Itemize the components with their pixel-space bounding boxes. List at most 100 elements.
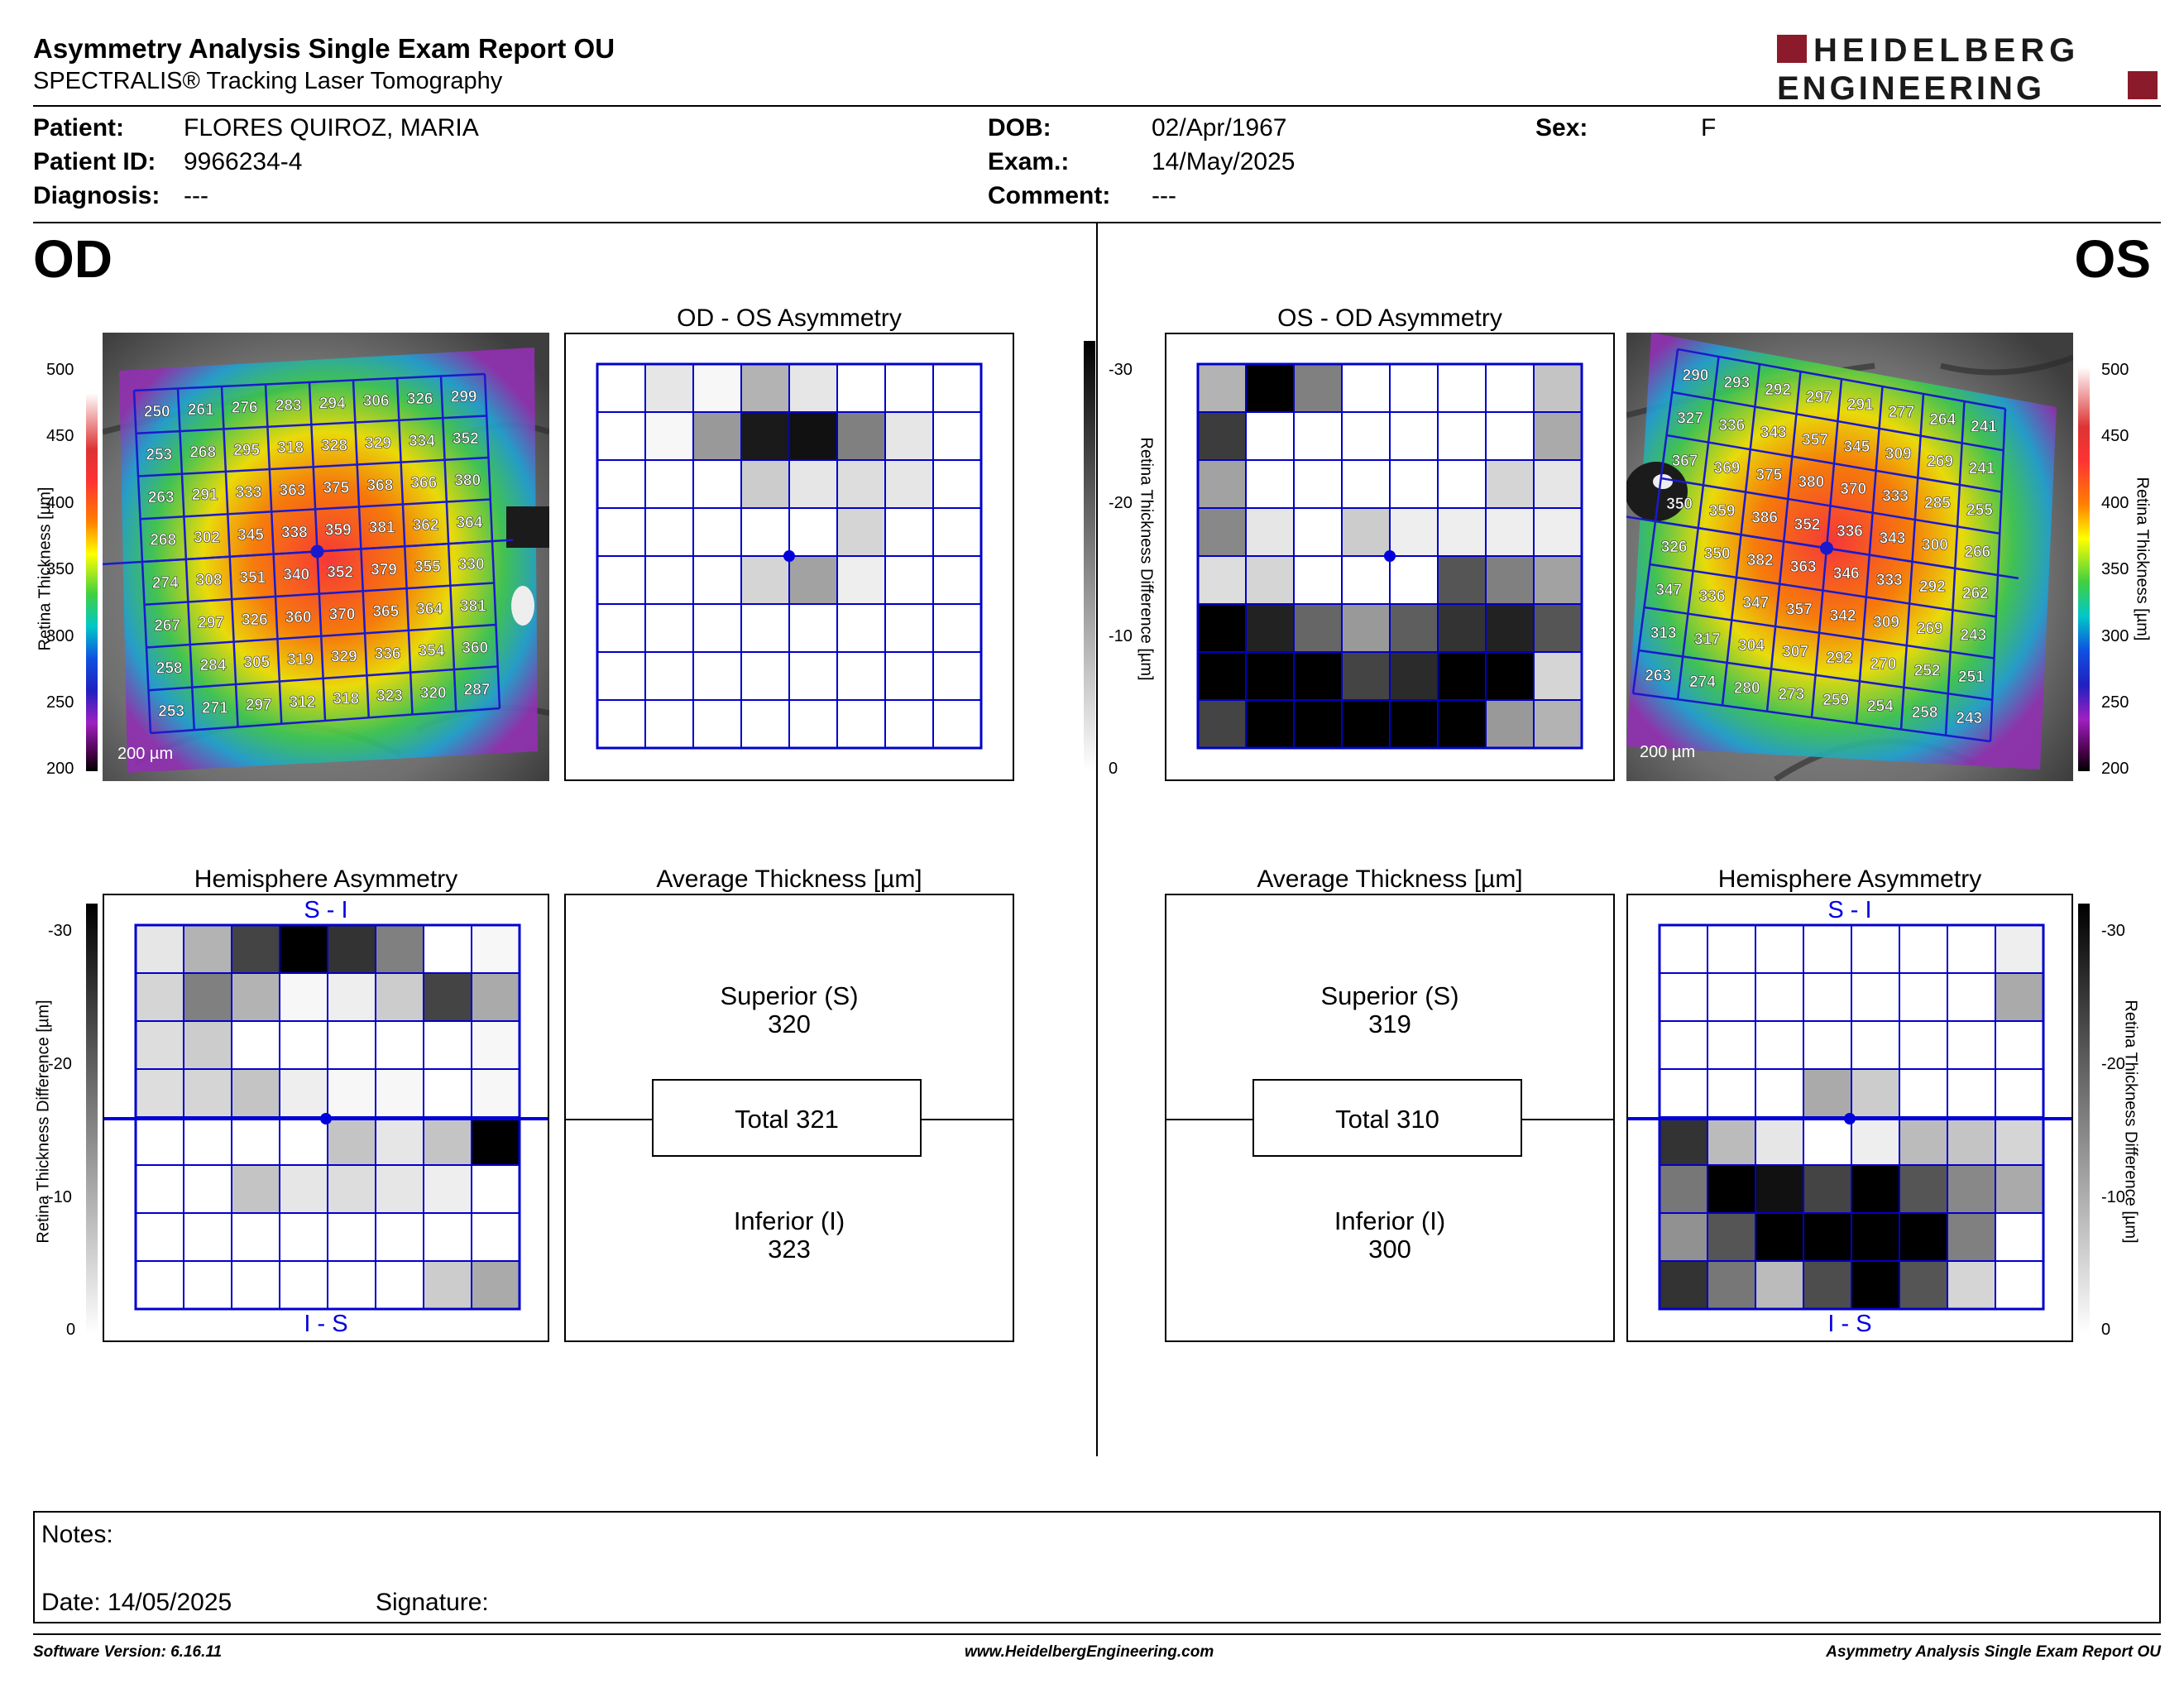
od-hemi-cell	[231, 1068, 280, 1118]
os-od-asym-cell	[1197, 411, 1247, 461]
od-hemi-cell	[231, 1212, 280, 1262]
os-thickness-value: 269	[1927, 453, 1953, 470]
os-od-asym-cell	[1437, 699, 1487, 749]
heidelberg-logo: HEIDELBERG ENGINEERING	[1777, 32, 2158, 107]
od-hemi-cell	[327, 1260, 376, 1310]
os-hemi-cell	[1899, 1260, 1948, 1310]
od-thickness-value: 318	[277, 439, 304, 457]
os-od-asym-cell	[1389, 555, 1439, 605]
os-hemi-cell	[1659, 1260, 1708, 1310]
notes-box[interactable]: Notes: Date: 14/05/2025 Signature:	[33, 1511, 2161, 1623]
os-thickness-value: 254	[1867, 698, 1894, 715]
exam-label: Exam.:	[988, 148, 1070, 175]
od-os-asym-cell	[884, 699, 934, 749]
os-hemi-cell	[1659, 924, 1708, 974]
od-os-asym-cell	[596, 699, 646, 749]
od-thickness-value: 261	[188, 401, 214, 419]
od-hemi-cell	[423, 1164, 472, 1214]
website[interactable]: www.HeidelbergEngineering.com	[965, 1643, 1214, 1661]
od-hemi-cell	[327, 1212, 376, 1262]
od-os-asym-cell	[788, 507, 838, 557]
od-hemi-cell	[423, 1116, 472, 1166]
os-hemi-cell	[1851, 972, 1900, 1022]
os-hemi-cell	[1899, 924, 1948, 974]
od-si-label: S - I	[304, 897, 348, 923]
od-thickness-value: 355	[414, 559, 441, 576]
od-hemi-cell	[135, 924, 184, 974]
od-thickness-value: 308	[196, 572, 223, 589]
os-od-asym-cell	[1389, 459, 1439, 509]
od-hemi-cell	[375, 972, 424, 1022]
od-os-asym-cell	[788, 603, 838, 653]
os-thickness-value: 264	[1929, 411, 1956, 429]
os-thickness-value: 262	[1962, 585, 1989, 602]
od-thickness-value: 379	[371, 561, 397, 578]
os-od-asym-cell	[1245, 411, 1295, 461]
od-hemi-cell	[135, 1164, 184, 1214]
od-os-asym-cell	[788, 363, 838, 413]
od-hemi-cell	[375, 1068, 424, 1118]
od-hemi-cell	[135, 972, 184, 1022]
os-thickness-value: 273	[1779, 686, 1805, 703]
od-os-asym-cell	[692, 555, 742, 605]
od-hemi-cell	[375, 1212, 424, 1262]
os-thickness-value: 243	[1956, 710, 1982, 727]
os-od-asym-cell	[1245, 459, 1295, 509]
od-os-asym-cell	[692, 699, 742, 749]
od-thickness-axis-label: Retina Thickness [µm]	[36, 487, 55, 651]
od-os-asym-cell	[932, 555, 982, 605]
od-thickness-value: 363	[280, 482, 306, 499]
os-thickness-value: 293	[1723, 374, 1750, 391]
od-os-asym-cell	[740, 459, 790, 509]
od-thickness-value: 375	[323, 479, 350, 496]
dob: 02/Apr/1967	[1152, 114, 1287, 141]
os-thickness-value: 304	[1738, 637, 1765, 655]
os-od-asym-cell	[1197, 603, 1247, 653]
od-thickness-value: 351	[240, 569, 266, 587]
os-od-asym-cell	[1437, 651, 1487, 701]
os-avg-title: Average Thickness [µm]	[1257, 866, 1523, 893]
od-thickness-value: 263	[148, 489, 175, 506]
od-hemi-cell	[327, 1116, 376, 1166]
os-thickness-axis-label: Retina Thickness [µm]	[2133, 477, 2152, 641]
os-thickness-value: 285	[1924, 495, 1951, 512]
od-os-asym-cell	[644, 411, 694, 461]
os-hemi-cell	[1947, 1116, 1996, 1166]
od-hemi-cell	[135, 1116, 184, 1166]
os-od-asym-cell	[1293, 555, 1343, 605]
od-hemi-cell	[375, 1164, 424, 1214]
os-thickness-value: 382	[1747, 552, 1774, 569]
os-hemi-cell	[1899, 1116, 1948, 1166]
od-hemi-cell	[423, 1260, 472, 1310]
od-thickness-value: 274	[152, 574, 179, 592]
os-thickness-value: 258	[1912, 704, 1938, 722]
os-od-asym-cell	[1389, 603, 1439, 653]
od-os-asym-cell	[596, 411, 646, 461]
os-hemi-cell	[1851, 1020, 1900, 1070]
os-thickness-value: 333	[1876, 572, 1903, 589]
od-thickness-value: 299	[451, 389, 477, 406]
os-od-asym-cell	[1485, 555, 1535, 605]
od-os-asym-cell	[644, 507, 694, 557]
comment: ---	[1152, 182, 1176, 209]
os-od-asym-cell	[1293, 411, 1343, 461]
od-thickness-value: 323	[376, 688, 403, 705]
os-hemi-cell	[1707, 1020, 1756, 1070]
os-hemi-cell	[1803, 972, 1852, 1022]
os-hemi-cell	[1995, 1164, 2044, 1214]
od-os-asym-cell	[596, 603, 646, 653]
od-inferior-label: Inferior (I)	[733, 1206, 845, 1235]
os-thickness-value: 292	[1919, 578, 1946, 596]
od-thickness-value: 365	[372, 603, 399, 621]
od-os-asym-cell	[836, 459, 886, 509]
od-thickness-value: 305	[243, 655, 270, 672]
od-os-asym-cell	[740, 603, 790, 653]
os-hemi-cell	[1659, 1164, 1708, 1214]
os-thickness-value: 255	[1966, 501, 1993, 519]
od-os-asym-cell	[692, 411, 742, 461]
od-os-asym-cell	[836, 651, 886, 701]
od-hemi-cell	[135, 1260, 184, 1310]
od-os-asym-cell	[884, 507, 934, 557]
od-thickness-value: 267	[154, 617, 180, 635]
os-od-asym-cell	[1485, 363, 1535, 413]
